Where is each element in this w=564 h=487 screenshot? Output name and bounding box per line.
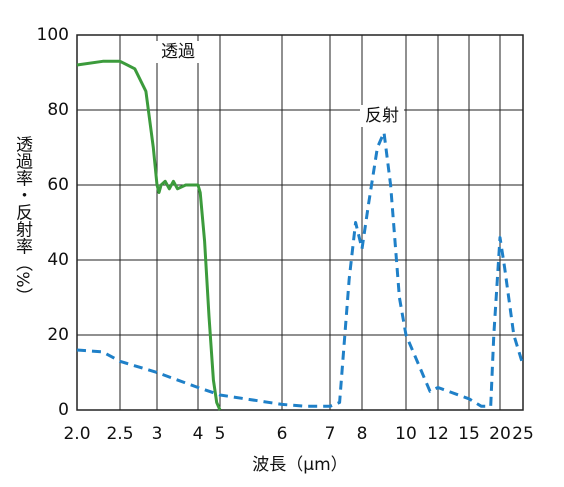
x-tick-label: 20 bbox=[489, 424, 511, 444]
series-label: 反射 bbox=[365, 106, 399, 126]
x-tick-label: 12 bbox=[427, 424, 449, 444]
y-tick-label: 80 bbox=[47, 100, 69, 120]
x-tick-label: 25 bbox=[512, 424, 534, 444]
x-tick-label: 7 bbox=[325, 424, 336, 444]
y-axis-title: 透過率・反射率（%） bbox=[12, 135, 33, 304]
series-label-bg bbox=[360, 105, 404, 127]
y-tick-label: 0 bbox=[58, 400, 69, 420]
series-line bbox=[76, 59, 222, 411]
y-tick-label: 20 bbox=[47, 325, 69, 345]
x-tick-label: 15 bbox=[458, 424, 480, 444]
x-tick-label: 4 bbox=[193, 424, 204, 444]
x-tick-label: 8 bbox=[357, 424, 368, 444]
series-label-bg bbox=[156, 41, 200, 63]
series-label: 透過 bbox=[161, 42, 195, 62]
y-tick-label: 100 bbox=[37, 25, 69, 45]
x-tick-label: 3 bbox=[152, 424, 163, 444]
x-tick-label: 6 bbox=[277, 424, 288, 444]
plot-frame bbox=[76, 34, 524, 411]
y-tick-label: 40 bbox=[47, 250, 69, 270]
series-line bbox=[76, 131, 525, 408]
x-tick-label: 2.0 bbox=[63, 424, 90, 444]
x-axis-title: 波長（μm） bbox=[252, 455, 347, 475]
x-tick-label: 5 bbox=[215, 424, 226, 444]
x-tick-label: 2.5 bbox=[106, 424, 133, 444]
y-tick-label: 60 bbox=[47, 175, 69, 195]
x-tick-label: 10 bbox=[395, 424, 417, 444]
